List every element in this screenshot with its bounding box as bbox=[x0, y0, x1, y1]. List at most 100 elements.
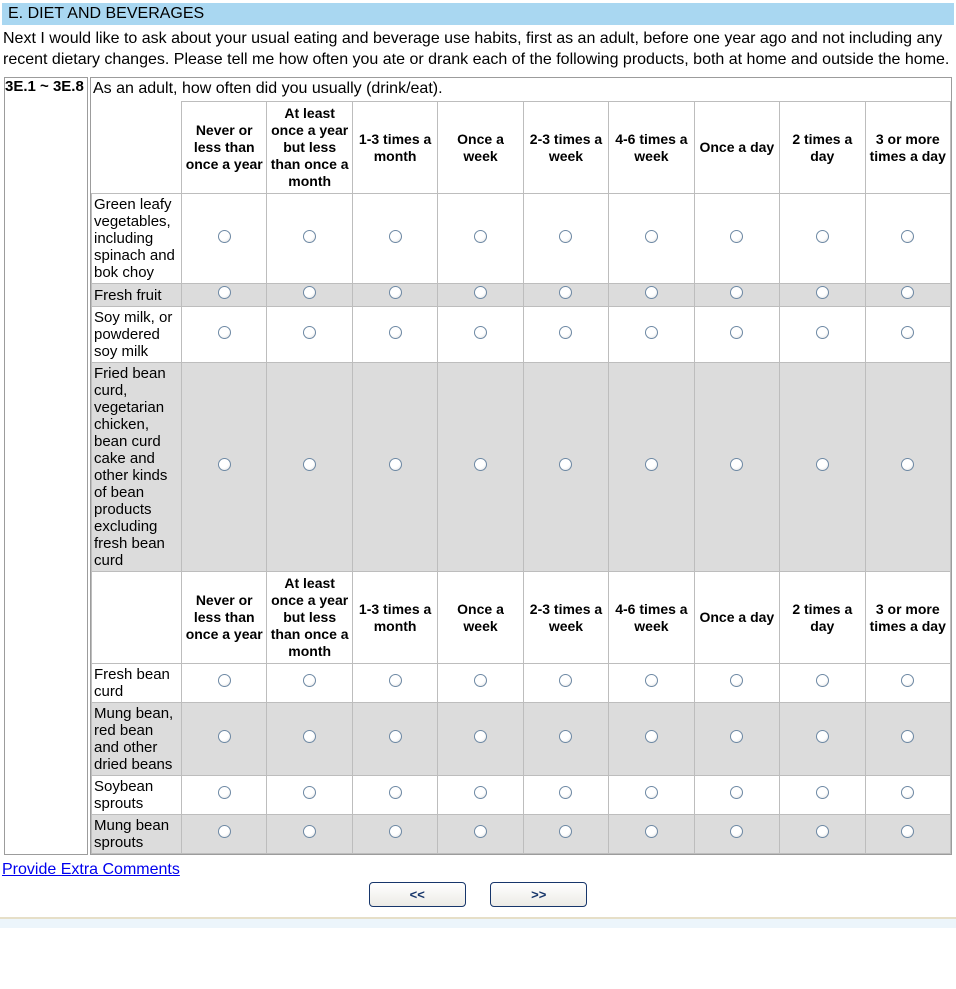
radio-button[interactable] bbox=[559, 786, 573, 799]
radio-button[interactable] bbox=[901, 229, 915, 243]
radio-button[interactable] bbox=[901, 786, 915, 799]
radio-button[interactable] bbox=[474, 325, 488, 339]
radio-button[interactable] bbox=[815, 325, 829, 339]
radio-button[interactable] bbox=[730, 458, 744, 471]
radio-button[interactable] bbox=[474, 825, 488, 838]
radio-button[interactable] bbox=[388, 286, 402, 299]
radio-button[interactable] bbox=[815, 825, 829, 838]
radio-cell bbox=[608, 775, 695, 815]
radio-button[interactable] bbox=[474, 458, 488, 471]
radio-button[interactable] bbox=[559, 229, 573, 243]
radio-button[interactable] bbox=[217, 458, 231, 471]
radio-button[interactable] bbox=[644, 825, 658, 838]
radio-button[interactable] bbox=[559, 325, 573, 339]
frequency-column-header: 2 times a day bbox=[779, 101, 866, 194]
radio-cell bbox=[437, 814, 524, 854]
radio-button[interactable] bbox=[644, 286, 658, 299]
radio-button[interactable] bbox=[730, 325, 744, 339]
radio-button[interactable] bbox=[644, 730, 658, 743]
radio-button[interactable] bbox=[644, 325, 658, 339]
radio-button[interactable] bbox=[730, 825, 744, 838]
radio-button[interactable] bbox=[815, 786, 829, 799]
radio-button[interactable] bbox=[217, 325, 231, 339]
next-page-button[interactable]: >> bbox=[490, 882, 588, 907]
radio-button[interactable] bbox=[388, 825, 402, 838]
question-block: 3E.1 ~ 3E.8 As an adult, how often did y… bbox=[2, 75, 954, 857]
radio-button[interactable] bbox=[559, 674, 573, 687]
radio-cell bbox=[864, 193, 951, 284]
radio-button[interactable] bbox=[217, 786, 231, 799]
radio-button[interactable] bbox=[474, 730, 488, 743]
radio-button[interactable] bbox=[303, 730, 317, 743]
question-prompt: As an adult, how often did you usually (… bbox=[93, 80, 443, 97]
radio-button[interactable] bbox=[559, 825, 573, 838]
radio-button[interactable] bbox=[303, 286, 317, 299]
radio-button[interactable] bbox=[303, 325, 317, 339]
radio-button[interactable] bbox=[303, 229, 317, 243]
radio-button[interactable] bbox=[388, 458, 402, 471]
radio-button[interactable] bbox=[559, 286, 573, 299]
radio-button[interactable] bbox=[217, 229, 231, 243]
radio-button[interactable] bbox=[644, 786, 658, 799]
radio-button[interactable] bbox=[303, 786, 317, 799]
radio-button[interactable] bbox=[730, 674, 744, 687]
radio-button[interactable] bbox=[474, 286, 488, 299]
radio-cell bbox=[779, 702, 866, 776]
row-label: Mung bean sprouts bbox=[91, 814, 182, 854]
radio-button[interactable] bbox=[644, 458, 658, 471]
radio-button[interactable] bbox=[901, 730, 915, 743]
frequency-column-header: 2 times a day bbox=[779, 571, 866, 664]
radio-button[interactable] bbox=[474, 786, 488, 799]
radio-button[interactable] bbox=[217, 286, 231, 299]
previous-page-button[interactable]: << bbox=[368, 882, 466, 907]
radio-button[interactable] bbox=[217, 730, 231, 743]
radio-button[interactable] bbox=[303, 458, 317, 471]
radio-button[interactable] bbox=[388, 674, 402, 687]
radio-button[interactable] bbox=[388, 730, 402, 743]
question-id-range: 3E.1 ~ 3E.8 bbox=[4, 77, 88, 855]
radio-cell bbox=[779, 283, 866, 307]
radio-button[interactable] bbox=[815, 458, 829, 471]
radio-button[interactable] bbox=[901, 458, 915, 471]
radio-button[interactable] bbox=[474, 229, 488, 243]
radio-button[interactable] bbox=[217, 825, 231, 838]
radio-cell bbox=[608, 283, 695, 307]
radio-button[interactable] bbox=[474, 674, 488, 687]
radio-button[interactable] bbox=[644, 229, 658, 243]
radio-button[interactable] bbox=[217, 674, 231, 687]
table-row: Mung bean sprouts bbox=[91, 814, 951, 854]
frequency-column-header: 1-3 times a month bbox=[351, 571, 439, 664]
radio-button[interactable] bbox=[730, 786, 744, 799]
radio-button[interactable] bbox=[303, 674, 317, 687]
radio-button[interactable] bbox=[901, 286, 915, 299]
radio-button[interactable] bbox=[644, 674, 658, 687]
radio-button[interactable] bbox=[559, 730, 573, 743]
radio-cell bbox=[864, 775, 951, 815]
radio-cell bbox=[779, 362, 866, 572]
radio-cell bbox=[437, 306, 524, 363]
radio-button[interactable] bbox=[901, 825, 915, 838]
radio-button[interactable] bbox=[901, 674, 915, 687]
radio-button[interactable] bbox=[815, 286, 829, 299]
table-row: Fresh bean curd bbox=[91, 663, 951, 703]
radio-button[interactable] bbox=[559, 458, 573, 471]
radio-cell bbox=[864, 362, 951, 572]
radio-cell bbox=[266, 663, 353, 703]
radio-cell bbox=[608, 702, 695, 776]
radio-button[interactable] bbox=[730, 286, 744, 299]
radio-button[interactable] bbox=[815, 229, 829, 243]
radio-cell bbox=[522, 193, 610, 284]
radio-cell bbox=[522, 362, 610, 572]
radio-button[interactable] bbox=[388, 229, 402, 243]
radio-button[interactable] bbox=[815, 730, 829, 743]
radio-button[interactable] bbox=[730, 229, 744, 243]
radio-button[interactable] bbox=[388, 325, 402, 339]
radio-button[interactable] bbox=[730, 730, 744, 743]
radio-button[interactable] bbox=[901, 325, 915, 339]
radio-button[interactable] bbox=[303, 825, 317, 838]
provide-extra-comments-link[interactable]: Provide Extra Comments bbox=[2, 861, 180, 878]
radio-cell bbox=[180, 306, 268, 363]
radio-button[interactable] bbox=[815, 674, 829, 687]
radio-cell bbox=[351, 814, 439, 854]
radio-button[interactable] bbox=[388, 786, 402, 799]
